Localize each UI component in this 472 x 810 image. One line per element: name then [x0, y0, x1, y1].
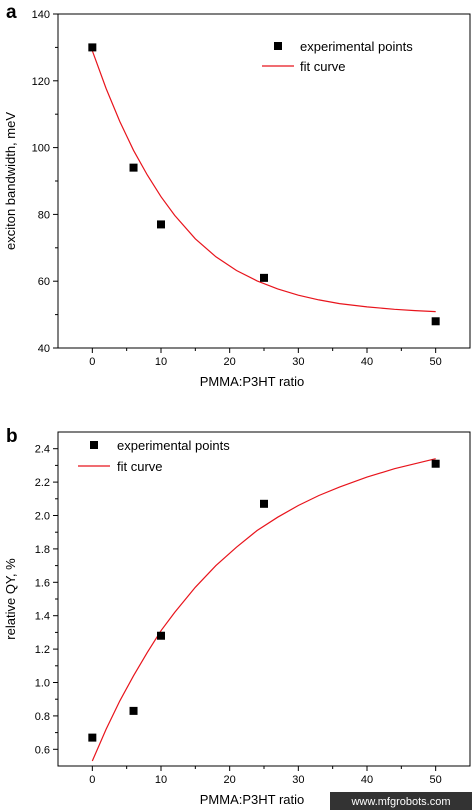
- watermark-text: www.mfgrobots.com: [350, 796, 450, 808]
- panel-a-legend-point-marker: [274, 42, 282, 50]
- panel-a-legend-points-label: experimental points: [300, 39, 413, 54]
- x-tick-label: 20: [224, 774, 236, 786]
- panel-a-y-ticks: 40 60 80 100 120 140: [32, 9, 58, 355]
- experimental-point: [157, 220, 165, 229]
- panel-b: b 0 10 20 30 40 50 0.6 0.8 1.0 1.2 1.4 1.6 1.8 2.0 2.…: [3, 426, 471, 807]
- watermark: www.mfgrobots.com: [330, 792, 472, 810]
- y-tick-label: 120: [32, 76, 50, 88]
- panel-b-legend-fit-label: fit curve: [117, 459, 163, 474]
- panel-b-legend-points-label: experimental points: [117, 438, 230, 453]
- panel-a-series: [88, 43, 440, 326]
- y-tick-label: 40: [38, 343, 50, 355]
- fit-curve-line: [91, 50, 436, 313]
- y-tick-label: 2.2: [35, 477, 50, 489]
- panel-a-y-axis-title: exciton bandwidth, meV: [3, 112, 18, 250]
- experimental-point: [129, 706, 138, 715]
- y-tick-label: 1.8: [35, 544, 50, 556]
- x-tick-label: 30: [292, 774, 304, 786]
- y-tick-label: 140: [32, 9, 50, 21]
- y-tick-label: 1.4: [35, 611, 50, 623]
- x-tick-label: 0: [89, 356, 95, 368]
- experimental-point: [431, 317, 440, 326]
- panel-b-x-axis-title: PMMA:P3HT ratio: [200, 792, 305, 807]
- panel-b-legend: experimental points fit curve: [78, 438, 230, 474]
- y-tick-label: 60: [38, 276, 50, 288]
- panel-b-legend-point-marker: [90, 441, 98, 449]
- panel-a-legend-fit-label: fit curve: [300, 59, 346, 74]
- panel-a-x-axis-title: PMMA:P3HT ratio: [200, 374, 305, 389]
- y-tick-label: 2.4: [35, 444, 50, 456]
- y-tick-label: 1.0: [35, 678, 50, 690]
- x-tick-label: 50: [430, 356, 442, 368]
- experimental-point: [157, 631, 165, 640]
- x-tick-label: 10: [155, 356, 167, 368]
- y-tick-label: 0.8: [35, 711, 50, 723]
- y-tick-label: 0.6: [35, 744, 50, 756]
- experimental-point: [88, 43, 97, 52]
- panel-a-label: a: [6, 2, 17, 23]
- x-tick-label: 20: [224, 356, 236, 368]
- y-tick-label: 1.6: [35, 577, 50, 589]
- experimental-point: [88, 733, 97, 742]
- x-tick-label: 10: [155, 774, 167, 786]
- y-tick-label: 80: [38, 209, 50, 221]
- experimental-point: [129, 163, 138, 172]
- panel-b-y-ticks: 0.6 0.8 1.0 1.2 1.4 1.6 1.8 2.0 2.2 2.4: [35, 444, 58, 756]
- fit-curve-line: [91, 458, 436, 762]
- y-tick-label: 100: [32, 143, 50, 155]
- x-tick-label: 30: [292, 356, 304, 368]
- panel-b-series: [88, 458, 440, 762]
- panel-a-x-ticks: 0 10 20 30 40 50: [89, 348, 442, 368]
- experimental-point: [431, 459, 440, 468]
- y-tick-label: 1.2: [35, 644, 50, 656]
- x-tick-label: 0: [89, 774, 95, 786]
- panel-b-plot-frame: [57, 431, 471, 767]
- panel-b-x-ticks: 0 10 20 30 40 50: [89, 766, 442, 786]
- panel-a-legend: experimental points fit curve: [262, 39, 413, 74]
- y-tick-label: 2.0: [35, 511, 50, 523]
- x-tick-label: 40: [361, 356, 373, 368]
- x-tick-label: 50: [430, 774, 442, 786]
- panel-b-y-axis-title: relative QY, %: [3, 558, 18, 640]
- x-tick-label: 40: [361, 774, 373, 786]
- panel-a: a 0 10 20 30 40 50 40 60 80 100 120 140 PMMA:P3HT …: [3, 2, 471, 389]
- experimental-point: [260, 499, 268, 508]
- experimental-point: [260, 273, 268, 282]
- panel-a-plot-frame: [57, 13, 471, 349]
- panel-b-label: b: [6, 426, 18, 447]
- watermark-background: [330, 792, 472, 810]
